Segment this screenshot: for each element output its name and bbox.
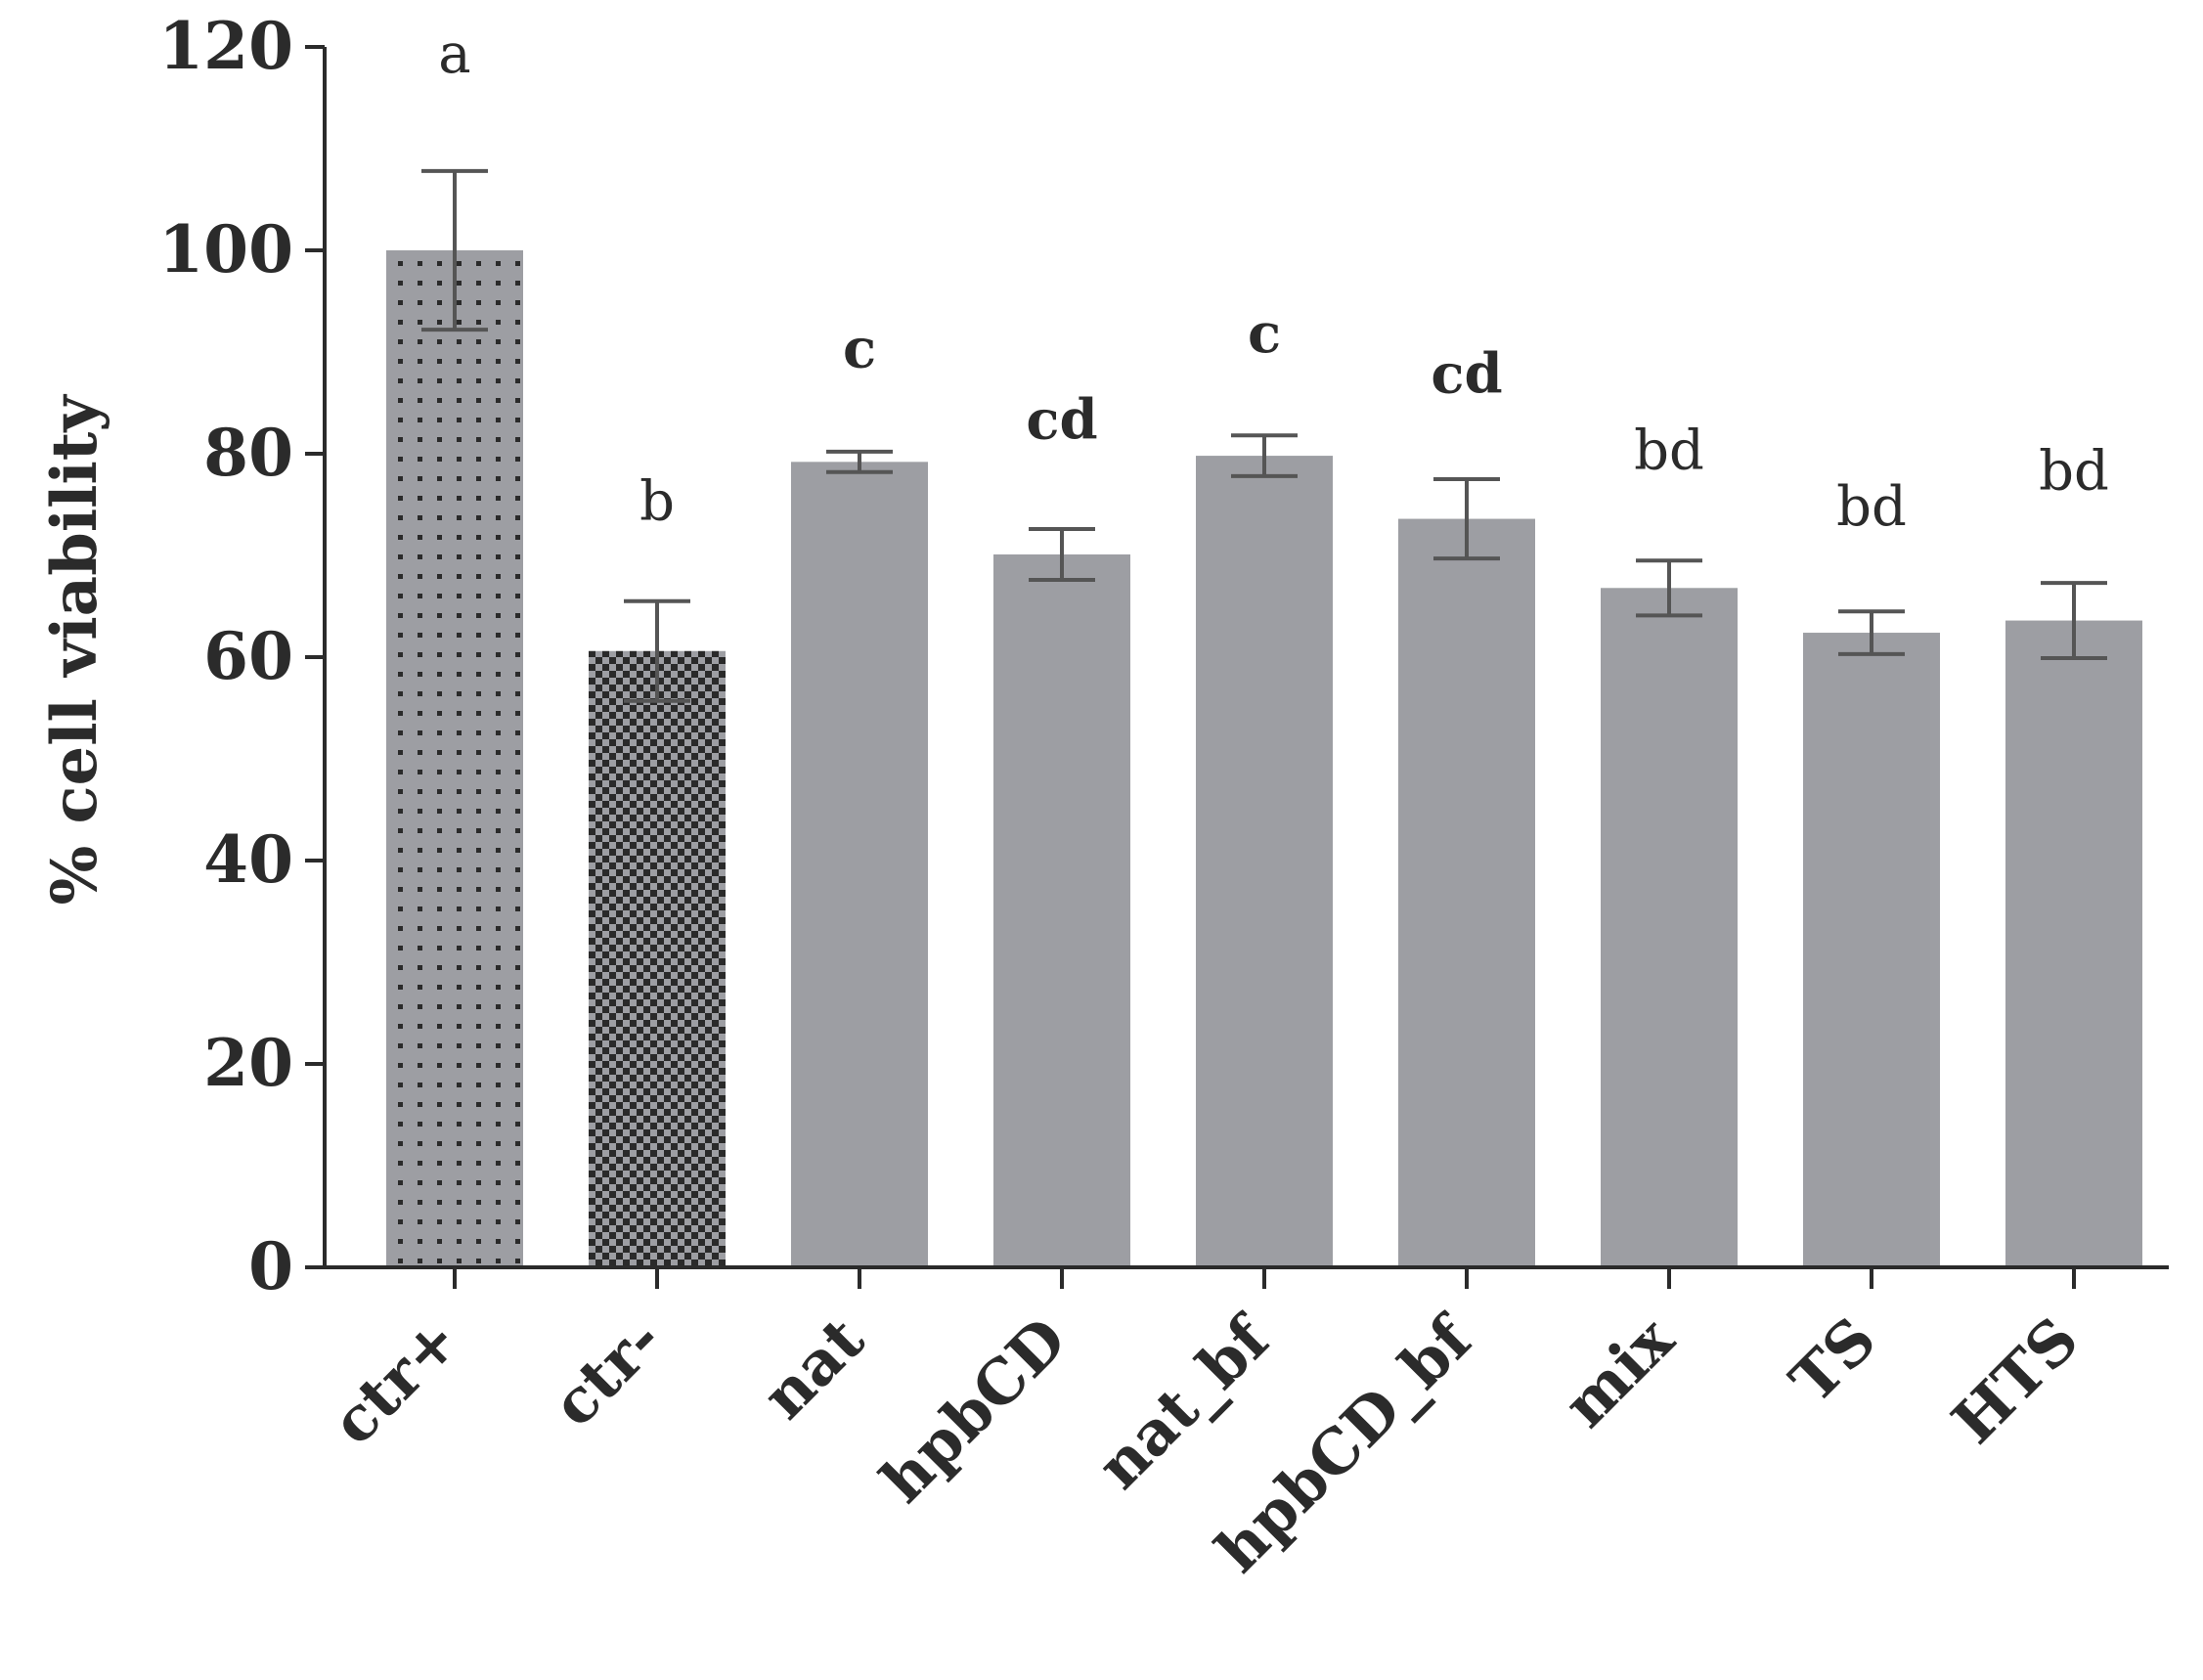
error-bar-TS bbox=[1838, 609, 1905, 656]
bar-hpbCD_bf bbox=[1398, 518, 1535, 1267]
significance-label-hpbCD: cd bbox=[1026, 387, 1097, 452]
significance-label-hpbCD_bf: cd bbox=[1431, 342, 1502, 407]
error-bar-nat bbox=[826, 449, 893, 474]
x-tick-label-ctr-: ctr- bbox=[539, 1304, 676, 1440]
y-ticks-group: 0 20 40 60 80 100 120 bbox=[158, 8, 325, 1304]
error-bar-ctr- bbox=[624, 598, 690, 703]
bar-ctr- bbox=[589, 650, 726, 1267]
error-bar-mix bbox=[1636, 558, 1702, 618]
y-tick-label: 120 bbox=[158, 8, 293, 84]
error-bar-ctr+ bbox=[421, 168, 488, 332]
significance-labels-group: a b c cd c cd bd bd bd bbox=[438, 22, 2109, 539]
significance-label-nat: c bbox=[843, 317, 876, 381]
bar-mix bbox=[1601, 588, 1738, 1267]
y-tick-label: 0 bbox=[248, 1228, 293, 1304]
error-bar-HTS bbox=[2041, 581, 2107, 661]
significance-label-mix: bd bbox=[1634, 420, 1704, 483]
y-tick-label: 80 bbox=[203, 415, 293, 491]
x-tick-label-hpbCD: hpbCD bbox=[867, 1304, 1080, 1517]
bars-group bbox=[386, 250, 2142, 1268]
significance-label-ctr+: a bbox=[438, 22, 470, 86]
y-tick-label: 40 bbox=[203, 821, 293, 898]
y-tick-label: 20 bbox=[203, 1025, 293, 1101]
bar-nat_bf bbox=[1196, 456, 1333, 1268]
error-bar-hpbCD_bf bbox=[1433, 477, 1500, 561]
error-bar-hpbCD bbox=[1029, 526, 1095, 582]
significance-label-TS: bd bbox=[1836, 475, 1907, 539]
y-axis-label: % cell viability bbox=[38, 394, 111, 906]
significance-label-HTS: bd bbox=[2039, 439, 2109, 503]
x-tick-label-HTS: HTS bbox=[1938, 1304, 2092, 1457]
x-tick-label-TS: TS bbox=[1777, 1304, 1890, 1417]
y-tick-label: 100 bbox=[158, 211, 293, 287]
y-tick-label: 60 bbox=[203, 618, 293, 694]
significance-label-ctr-: b bbox=[639, 470, 675, 534]
bar-nat bbox=[791, 462, 928, 1267]
bar-hpbCD bbox=[993, 553, 1130, 1267]
error-bars-group bbox=[421, 168, 2107, 703]
error-bar-nat_bf bbox=[1231, 433, 1298, 478]
bar-TS bbox=[1803, 633, 1940, 1267]
significance-label-nat_bf: c bbox=[1248, 301, 1281, 366]
bar-HTS bbox=[2005, 620, 2142, 1267]
x-tick-label-mix: mix bbox=[1550, 1303, 1689, 1441]
x-tick-label-nat_bf: nat_bf bbox=[1083, 1302, 1285, 1503]
bar-ctr+ bbox=[386, 250, 523, 1267]
x-tick-label-nat: nat bbox=[748, 1304, 877, 1433]
x-tick-label-ctr+: ctr+ bbox=[318, 1304, 472, 1458]
